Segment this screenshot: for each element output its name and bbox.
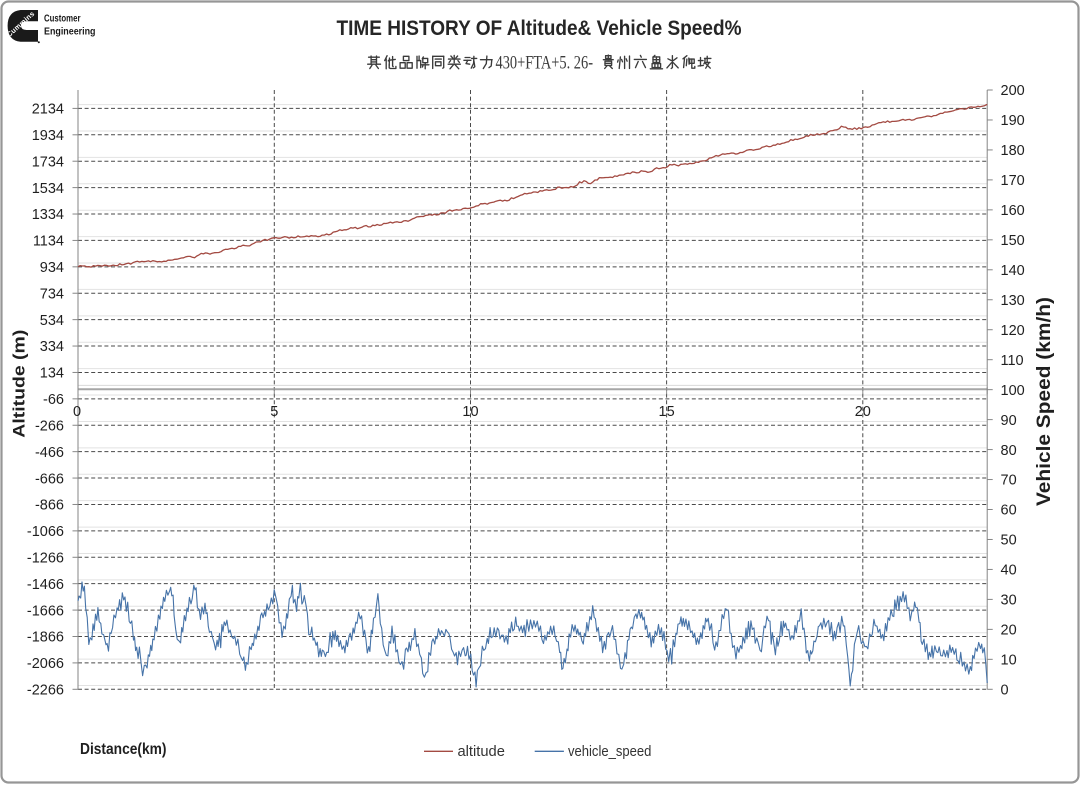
svg-text:934: 934 [40,260,64,276]
svg-text:-2066: -2066 [27,656,64,672]
svg-text:110: 110 [1001,353,1024,369]
svg-text:Engineering: Engineering [44,26,96,38]
svg-text:-1666: -1666 [27,603,64,619]
svg-text:50: 50 [1001,533,1017,549]
svg-text:-1066: -1066 [27,524,64,540]
svg-text:150: 150 [1001,233,1025,249]
svg-text:Vehicle Speed (km/h): Vehicle Speed (km/h) [1034,297,1055,506]
svg-text:-66: -66 [43,392,64,408]
svg-text:190: 190 [1001,113,1025,129]
svg-text:1534: 1534 [32,181,64,197]
svg-text:20: 20 [855,404,871,420]
svg-text:120: 120 [1001,323,1025,339]
svg-text:10: 10 [462,404,478,420]
svg-text:430+FTA+5. 26-: 430+FTA+5. 26- [496,54,594,74]
svg-text:-666: -666 [35,471,64,487]
svg-text:1734: 1734 [32,154,64,170]
svg-text:0: 0 [1001,683,1009,699]
svg-text:100: 100 [1001,383,1025,399]
svg-text:-1866: -1866 [27,630,64,646]
svg-text:200: 200 [1001,83,1025,99]
svg-text:altitude: altitude [458,744,505,760]
svg-text:Customer: Customer [44,13,81,25]
svg-text:734: 734 [40,286,64,302]
svg-text:140: 140 [1001,263,1025,279]
svg-text:30: 30 [1001,593,1017,609]
svg-text:-866: -866 [35,498,64,514]
svg-text:130: 130 [1001,293,1025,309]
svg-text:vehicle_speed: vehicle_speed [568,744,651,760]
svg-text:Distance(km): Distance(km) [80,741,167,758]
svg-text:70: 70 [1001,473,1017,489]
svg-text:80: 80 [1001,443,1017,459]
svg-text:60: 60 [1001,503,1017,519]
svg-text:Altitude (m): Altitude (m) [11,330,29,438]
svg-text:90: 90 [1001,413,1017,429]
svg-text:334: 334 [40,339,64,355]
svg-text:-2266: -2266 [27,683,64,699]
svg-text:15: 15 [659,404,675,420]
svg-text:2134: 2134 [32,102,64,118]
svg-text:-1466: -1466 [27,577,64,593]
svg-text:-466: -466 [35,445,64,461]
svg-text:0: 0 [73,404,81,420]
svg-text:5: 5 [270,404,278,420]
svg-text:170: 170 [1001,173,1025,189]
svg-text:160: 160 [1001,203,1025,219]
svg-text:-266: -266 [35,419,64,435]
svg-text:10: 10 [1001,653,1017,669]
svg-text:40: 40 [1001,563,1017,579]
svg-text:20: 20 [1001,623,1017,639]
svg-text:180: 180 [1001,143,1025,159]
svg-text:1134: 1134 [33,234,64,250]
svg-text:534: 534 [40,313,64,329]
svg-text:1334: 1334 [32,207,64,223]
svg-text:134: 134 [40,366,64,382]
svg-text:1934: 1934 [32,128,64,144]
svg-text:TIME HISTORY OF Altitude& Vehi: TIME HISTORY OF Altitude& Vehicle Speed% [337,16,742,40]
svg-text:-1266: -1266 [27,551,64,567]
